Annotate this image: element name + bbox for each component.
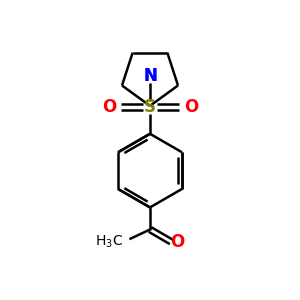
Text: S: S: [144, 98, 156, 116]
Text: N: N: [143, 68, 157, 85]
Text: O: O: [102, 98, 116, 116]
Text: O: O: [184, 98, 198, 116]
Text: H$_3$C: H$_3$C: [95, 234, 124, 250]
Text: N: N: [143, 68, 157, 85]
Text: O: O: [171, 233, 185, 251]
